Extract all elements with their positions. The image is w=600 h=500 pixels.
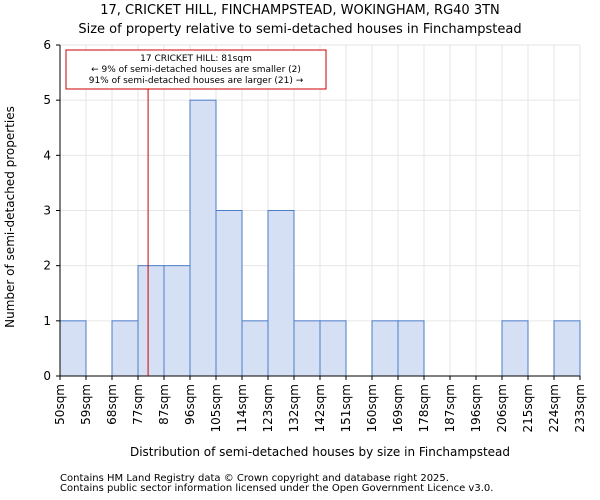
x-tick-label: 142sqm [313,384,327,432]
bar [319,320,347,377]
x-tick-label: 87sqm [157,384,171,425]
annotation-line-1: 17 CRICKET HILL: 81sqm [140,54,252,64]
footer-line-2: Contains public sector information licen… [60,483,494,494]
x-tick-label: 105sqm [209,384,223,432]
x-tick-label: 169sqm [391,384,405,432]
x-tick-label: 114sqm [235,384,249,432]
y-tick-label: 6 [43,38,51,52]
chart-subtitle: Size of property relative to semi-detach… [78,22,521,37]
bar [267,210,295,377]
x-tick-label: 151sqm [339,384,353,432]
x-tick-label: 123sqm [261,384,275,432]
bars [59,99,581,377]
x-tick-label: 77sqm [131,384,145,425]
y-tick-label: 1 [43,314,51,328]
bar [163,265,191,377]
bar [241,320,269,377]
chart-title: 17, CRICKET HILL, FINCHAMPSTEAD, WOKINGH… [100,3,500,18]
x-tick-label: 68sqm [105,384,119,425]
bar [397,320,425,377]
bar [111,320,139,377]
bar [371,320,399,377]
x-tick-label: 215sqm [521,384,535,432]
x-axis-label: Distribution of semi-detached houses by … [130,445,510,459]
bar [293,320,321,377]
x-tick-label: 196sqm [469,384,483,432]
bar [137,265,165,377]
y-ticks: 0 1 2 3 4 5 6 [43,38,60,383]
y-tick-label: 3 [43,204,51,218]
annotation-line-2: ← 9% of semi-detached houses are smaller… [91,65,301,75]
x-tick-label: 160sqm [365,384,379,432]
bar [501,320,529,377]
bar [189,99,217,377]
footer-line-1: Contains HM Land Registry data © Crown c… [60,473,449,484]
annotation-box [65,49,327,90]
bar [215,210,243,377]
x-tick-label: 132sqm [287,384,301,432]
y-tick-label: 5 [43,93,51,107]
x-tick-label: 96sqm [183,384,197,425]
x-tick-label: 224sqm [547,384,561,432]
bar [59,320,87,377]
x-tick-label: 206sqm [495,384,509,432]
x-tick-label: 187sqm [443,384,457,432]
x-tick-label: 233sqm [573,384,587,432]
x-tick-label: 178sqm [417,384,431,432]
y-axis-label: Number of semi-detached properties [3,106,17,328]
bar [553,320,581,377]
x-ticks: 50sqm 59sqm 68sqm 77sqm 87sqm 96sqm 105sqm 114s… [53,376,587,432]
y-tick-label: 2 [43,259,51,273]
x-tick-label: 59sqm [79,384,93,425]
y-tick-label: 4 [43,148,51,162]
x-tick-label: 50sqm [53,384,67,425]
annotation-line-3: 91% of semi-detached houses are larger (… [89,76,304,86]
y-tick-label: 0 [43,369,51,383]
